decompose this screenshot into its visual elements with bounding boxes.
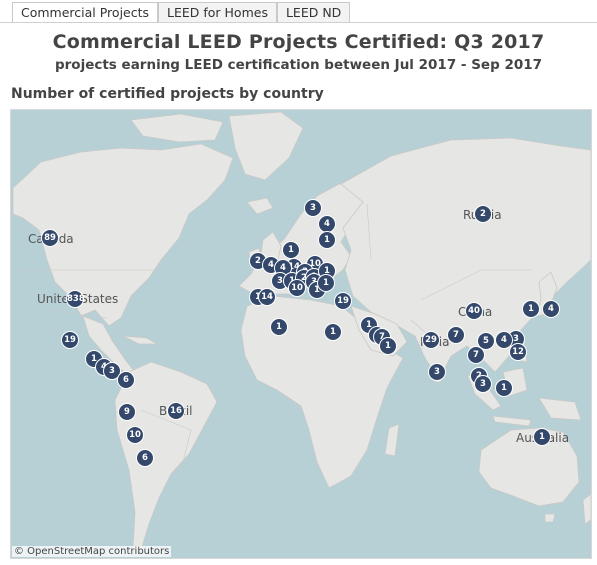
world-map[interactable]: Canada United States Brazil Russia China… (10, 109, 592, 559)
land-greenland (228, 111, 304, 181)
project-count-marker-china[interactable]: 40 (465, 302, 483, 320)
map-attribution[interactable]: © OpenStreetMap contributors (12, 546, 172, 557)
land-south-america (114, 361, 218, 551)
project-count-marker-korea[interactable]: 1 (522, 300, 540, 318)
project-count-marker-sri-lanka[interactable]: 3 (428, 363, 446, 381)
land-new-zealand (582, 493, 591, 525)
project-count-marker-egypt[interactable]: 1 (324, 323, 342, 341)
dashboard-tabs: Commercial Projects LEED for Homes LEED … (12, 2, 351, 23)
project-count-marker-colombia[interactable]: 6 (117, 371, 135, 389)
project-count-marker-canada[interactable]: 89 (41, 229, 59, 247)
project-count-marker-indonesia[interactable]: 1 (495, 379, 513, 397)
border-china (420, 269, 531, 301)
project-count-marker-spain[interactable]: 14 (258, 288, 276, 306)
project-count-marker-morocco[interactable]: 1 (270, 318, 288, 336)
project-count-marker-italy[interactable]: 10 (288, 279, 306, 297)
border-brazil (140, 409, 192, 471)
land-new-guinea (538, 397, 582, 421)
land-madagascar (384, 423, 400, 457)
tab-divider (0, 22, 597, 23)
land-cuba (122, 335, 159, 345)
tab-commercial-projects[interactable]: Commercial Projects (12, 2, 159, 23)
project-count-marker-japan[interactable]: 4 (542, 300, 560, 318)
project-count-marker-norway[interactable]: 3 (304, 199, 322, 217)
project-count-marker-estonia[interactable]: 1 (318, 231, 336, 249)
project-count-marker-bulgaria[interactable]: 1 (317, 274, 335, 292)
project-count-marker-central-am-3[interactable]: 3 (103, 362, 121, 380)
project-count-marker-mexico[interactable]: 19 (61, 331, 79, 349)
land-north-america (12, 143, 234, 327)
project-count-marker-vietnam[interactable]: 5 (477, 332, 495, 350)
project-count-marker-thailand[interactable]: 7 (467, 346, 485, 364)
border-russia (366, 203, 372, 261)
project-count-marker-turkey[interactable]: 19 (334, 292, 352, 310)
land-java (492, 415, 532, 427)
land-arctic-islands (130, 113, 224, 143)
project-count-marker-united-states[interactable]: 838 (66, 290, 85, 308)
project-count-marker-russia[interactable]: 2 (474, 205, 492, 223)
project-count-marker-singapore[interactable]: 3 (474, 375, 492, 393)
project-count-marker-peru[interactable]: 9 (118, 403, 136, 421)
page-subtitle: projects earning LEED certification betw… (54, 57, 543, 73)
project-count-marker-hong-kong[interactable]: 4 (495, 331, 513, 349)
project-count-marker-bangladesh[interactable]: 7 (447, 326, 465, 344)
project-count-marker-philippines[interactable]: 12 (509, 343, 527, 361)
land-iceland (246, 197, 274, 215)
project-count-marker-argentina[interactable]: 6 (136, 449, 154, 467)
project-count-marker-oman[interactable]: 1 (379, 337, 397, 355)
project-count-marker-australia[interactable]: 1 (533, 428, 551, 446)
project-count-marker-netherlands[interactable]: 1 (282, 241, 300, 259)
project-count-marker-brazil[interactable]: 16 (167, 402, 185, 420)
tab-leed-nd[interactable]: LEED ND (276, 2, 351, 22)
map-section-label: Number of certified projects by country (11, 86, 324, 102)
land-australia (478, 427, 580, 507)
border-us-mexico (50, 309, 108, 319)
land-tasmania (544, 513, 556, 523)
page-title: Commercial LEED Projects Certified: Q3 2… (52, 31, 545, 53)
project-count-marker-india[interactable]: 29 (422, 331, 440, 349)
project-count-marker-chile-north[interactable]: 10 (126, 426, 144, 444)
tab-leed-for-homes[interactable]: LEED for Homes (158, 2, 277, 22)
